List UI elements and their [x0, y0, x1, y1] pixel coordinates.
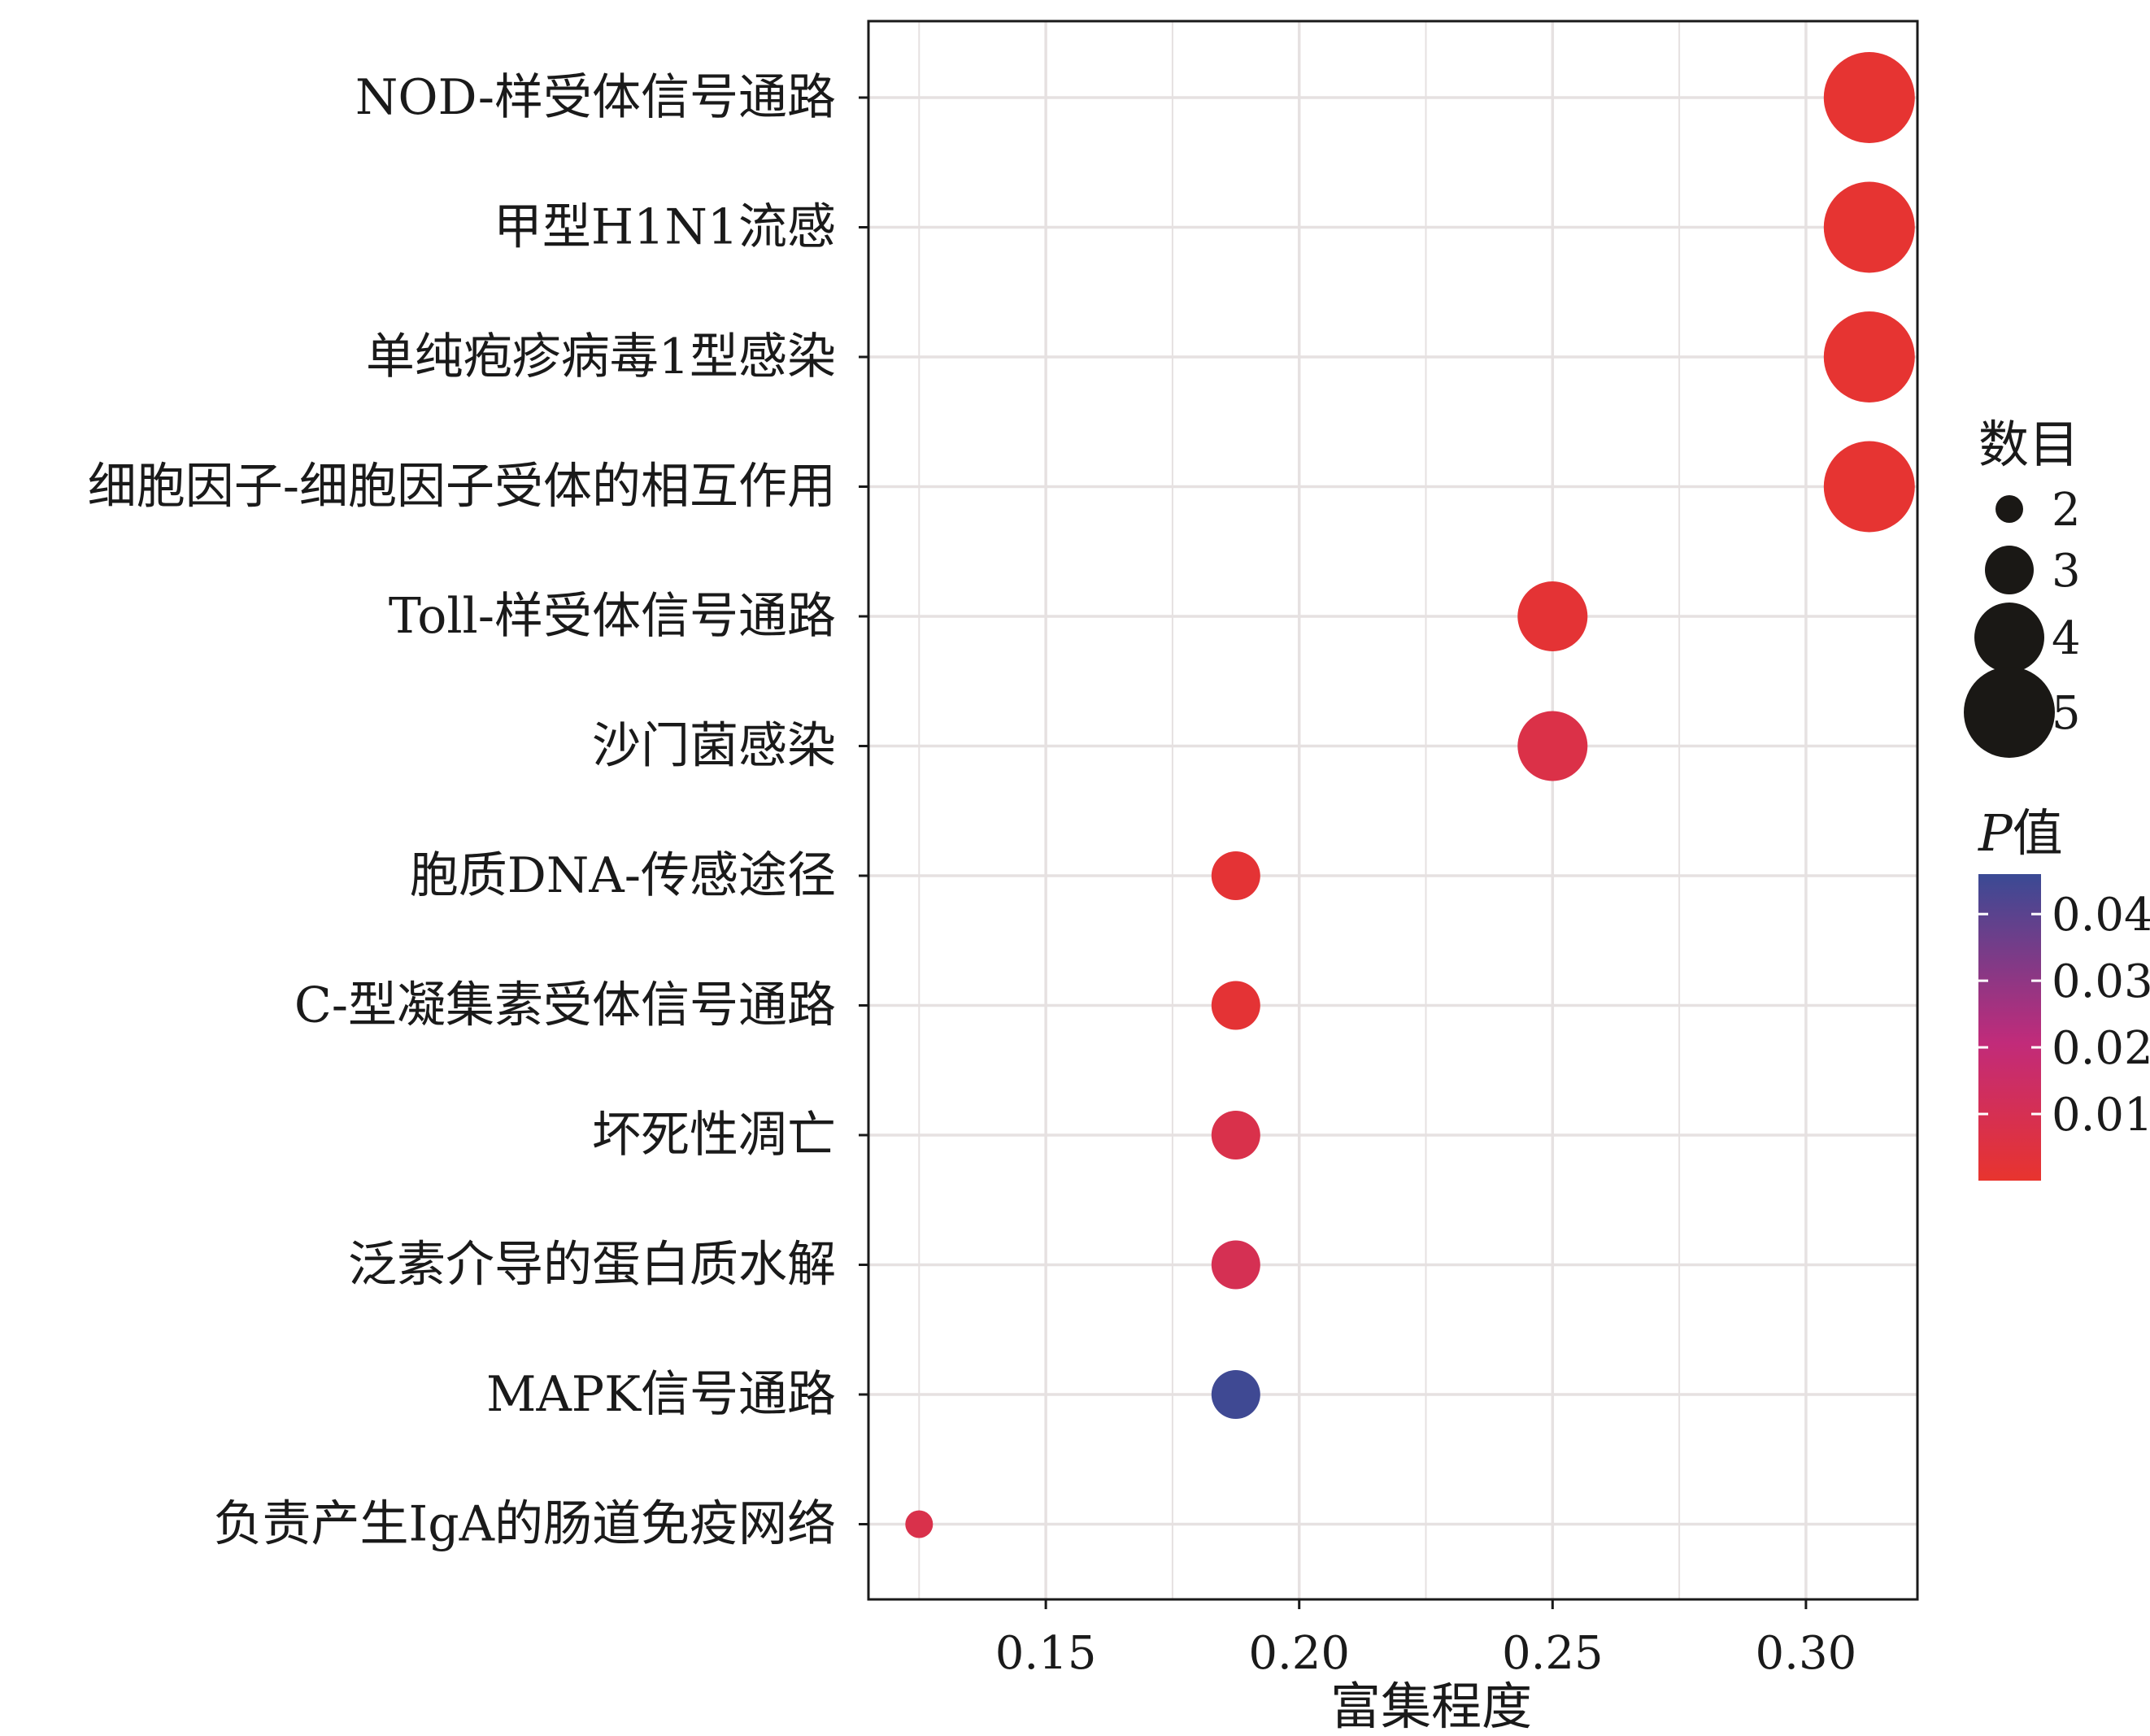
y-tick-label: 负责产生IgA的肠道免疫网络 — [214, 1496, 836, 1553]
data-point — [1211, 981, 1260, 1030]
size-legend-dot — [1985, 546, 2034, 594]
data-point — [1517, 581, 1588, 651]
x-tick-label: 0.25 — [1502, 1627, 1604, 1680]
color-legend-title: P值 — [1978, 803, 2063, 863]
y-tick-label: 泛素介导的蛋白质水解 — [348, 1237, 836, 1294]
size-legend-label: 3 — [2052, 545, 2081, 598]
grid — [868, 21, 1917, 1599]
size-legend-label: 4 — [2052, 612, 2081, 665]
size-legend-dot — [1995, 495, 2023, 523]
y-tick-label: C-型凝集素受体信号通路 — [294, 977, 836, 1034]
x-axis-title: 富集程度 — [1330, 1677, 1532, 1736]
color-legend-title-rest: 值 — [2013, 803, 2063, 863]
x-axis: 0.15 0.20 0.25 0.30 — [995, 1599, 1856, 1680]
y-tick-label: Toll-样受体信号通路 — [389, 588, 836, 645]
color-legend-label: 0.04 — [2052, 889, 2150, 942]
y-axis: NOD-样受体信号通路甲型H1N1流感单纯疱疹病毒1型感染细胞因子-细胞因子受体… — [88, 69, 868, 1553]
data-point — [1517, 711, 1588, 781]
data-point — [1211, 1111, 1260, 1160]
data-point — [1211, 1370, 1260, 1419]
size-legend-label: 5 — [2052, 687, 2081, 740]
data-point — [1823, 181, 1915, 273]
y-tick-label: 坏死性凋亡 — [592, 1107, 836, 1164]
y-tick-label: 甲型H1N1流感 — [494, 199, 836, 256]
size-legend-label: 2 — [2052, 484, 2081, 537]
color-legend-label: 0.01 — [2052, 1089, 2150, 1142]
data-point — [1211, 1240, 1260, 1290]
size-legend-dot — [1964, 667, 2055, 758]
plot-panel-border — [867, 20, 1919, 1601]
color-legend-label: 0.03 — [2052, 955, 2150, 1008]
color-legend-title-italic: P — [1978, 803, 2013, 863]
data-point — [1823, 311, 1915, 402]
data-point — [905, 1510, 934, 1538]
size-legend-dot — [1974, 603, 2044, 672]
data-point — [1211, 851, 1260, 900]
size-legend: 数目 2 3 4 5 — [1964, 415, 2081, 758]
data-point — [1823, 52, 1915, 143]
y-tick-label: 细胞因子-细胞因子受体的相互作用 — [88, 459, 836, 516]
x-tick-label: 0.20 — [1248, 1627, 1350, 1680]
color-legend: P值 0.04 0.03 0.02 0.01 — [1978, 803, 2150, 1181]
color-legend-label: 0.02 — [2052, 1022, 2150, 1075]
y-tick-label: 胞质DNA-传感途径 — [410, 847, 836, 904]
x-tick-label: 0.15 — [995, 1627, 1097, 1680]
y-tick-label: MAPK信号通路 — [486, 1366, 836, 1423]
y-tick-label: NOD-样受体信号通路 — [355, 69, 836, 126]
color-bar — [1978, 874, 2041, 1181]
size-legend-title: 数目 — [1978, 415, 2079, 474]
x-tick-label: 0.30 — [1756, 1627, 1857, 1680]
data-point — [1823, 441, 1915, 533]
y-tick-label: 单纯疱疹病毒1型感染 — [366, 328, 836, 385]
data-points — [905, 52, 1915, 1538]
y-tick-label: 沙门菌感染 — [592, 718, 836, 775]
